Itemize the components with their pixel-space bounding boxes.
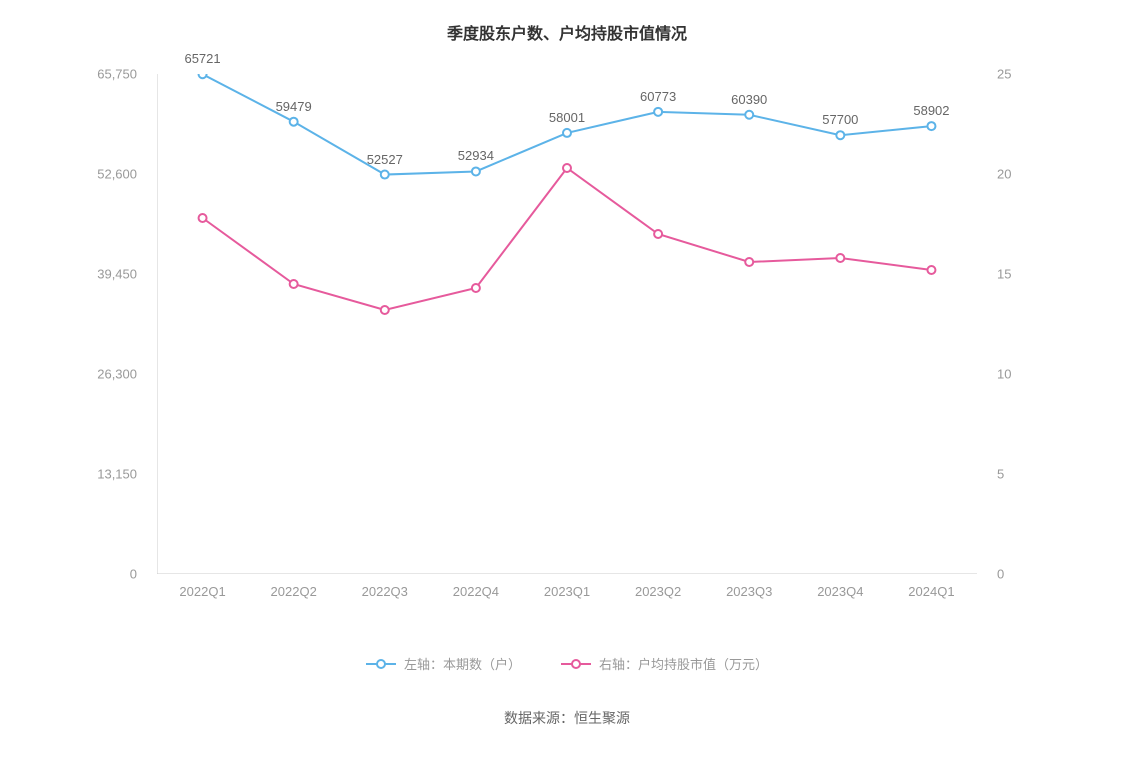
plot-area: 013,15026,30039,45052,60065,750 05101520… [97, 74, 1037, 574]
x-tick: 2022Q3 [339, 584, 430, 599]
legend-label: 左轴：本期数（户） [404, 654, 521, 673]
x-tick: 2022Q1 [157, 584, 248, 599]
chart-svg [157, 74, 977, 574]
series-marker [290, 118, 298, 126]
y-right-tick: 25 [997, 67, 1011, 82]
legend-marker [366, 657, 396, 671]
x-tick: 2022Q4 [430, 584, 521, 599]
series-marker [927, 122, 935, 130]
data-label: 52527 [367, 152, 403, 167]
data-label: 57700 [822, 112, 858, 127]
data-label: 60390 [731, 92, 767, 107]
y-right-tick: 15 [997, 267, 1011, 282]
series-marker [472, 167, 480, 175]
legend-label: 右轴：户均持股市值（万元） [599, 654, 768, 673]
y-left-tick: 26,300 [97, 367, 137, 382]
y-right-tick: 5 [997, 467, 1004, 482]
legend: 左轴：本期数（户） 右轴：户均持股市值（万元） [20, 654, 1114, 673]
y-left-tick: 0 [130, 567, 137, 582]
series-marker [836, 131, 844, 139]
x-tick: 2022Q2 [248, 584, 339, 599]
chart-container: 季度股东户数、户均持股市值情况 0 13,150 26,300 39,450 52,60… [0, 0, 1134, 766]
data-label: 65721 [184, 51, 220, 66]
x-axis: 2022Q12022Q22022Q32022Q42023Q12023Q22023… [157, 584, 977, 599]
x-tick: 2024Q1 [886, 584, 977, 599]
x-tick: 2023Q2 [613, 584, 704, 599]
series-marker [199, 74, 207, 78]
series-marker [836, 254, 844, 262]
series-marker [927, 266, 935, 274]
y-left-tick: 65,750 [97, 67, 137, 82]
y-right-tick: 10 [997, 367, 1011, 382]
x-tick: 2023Q4 [795, 584, 886, 599]
series-marker [654, 108, 662, 116]
series-marker [199, 214, 207, 222]
legend-item: 左轴：本期数（户） [366, 654, 521, 673]
series-marker [472, 284, 480, 292]
y-axis-left: 013,15026,30039,45052,60065,750 [87, 74, 147, 574]
legend-item: 右轴：户均持股市值（万元） [561, 654, 768, 673]
data-source: 数据来源：恒生聚源 [20, 708, 1114, 728]
series-marker [381, 171, 389, 179]
y-axis-right: 0510152025 [987, 74, 1047, 574]
series-line [203, 168, 932, 310]
y-right-tick: 20 [997, 167, 1011, 182]
series-marker [563, 129, 571, 137]
y-left-tick: 52,600 [97, 167, 137, 182]
data-label: 58902 [913, 103, 949, 118]
series-marker [563, 164, 571, 172]
series-marker [381, 306, 389, 314]
data-label: 60773 [640, 89, 676, 104]
y-left-tick: 13,150 [97, 467, 137, 482]
x-tick: 2023Q3 [704, 584, 795, 599]
data-label: 58001 [549, 110, 585, 125]
data-label: 59479 [276, 99, 312, 114]
series-marker [654, 230, 662, 238]
series-marker [290, 280, 298, 288]
x-tick: 2023Q1 [521, 584, 612, 599]
data-label: 52934 [458, 148, 494, 163]
series-marker [745, 111, 753, 119]
chart-title: 季度股东户数、户均持股市值情况 [20, 20, 1114, 44]
legend-marker [561, 657, 591, 671]
series-marker [745, 258, 753, 266]
y-left-tick: 39,450 [97, 267, 137, 282]
y-right-tick: 0 [997, 567, 1004, 582]
